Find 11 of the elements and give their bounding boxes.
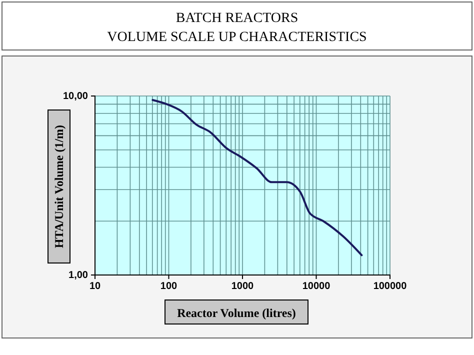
x-tick-label: 10: [89, 281, 101, 292]
y-tick-label: 1,00: [68, 270, 88, 282]
x-tick-label: 100: [160, 281, 178, 292]
y-tick-label: 10,00: [62, 91, 88, 102]
x-axis-title: Reactor Volume (litres): [177, 306, 296, 320]
chart-subtitle: VOLUME SCALE UP CHARACTERISTICS: [107, 30, 367, 45]
x-tick-label: 100000: [373, 281, 408, 292]
y-axis-title: HTA/Unit Volume (1/m): [52, 124, 66, 248]
chart-title: BATCH REACTORS: [176, 11, 298, 26]
x-tick-label: 10000: [302, 281, 331, 292]
x-tick-label: 1000: [231, 281, 254, 292]
